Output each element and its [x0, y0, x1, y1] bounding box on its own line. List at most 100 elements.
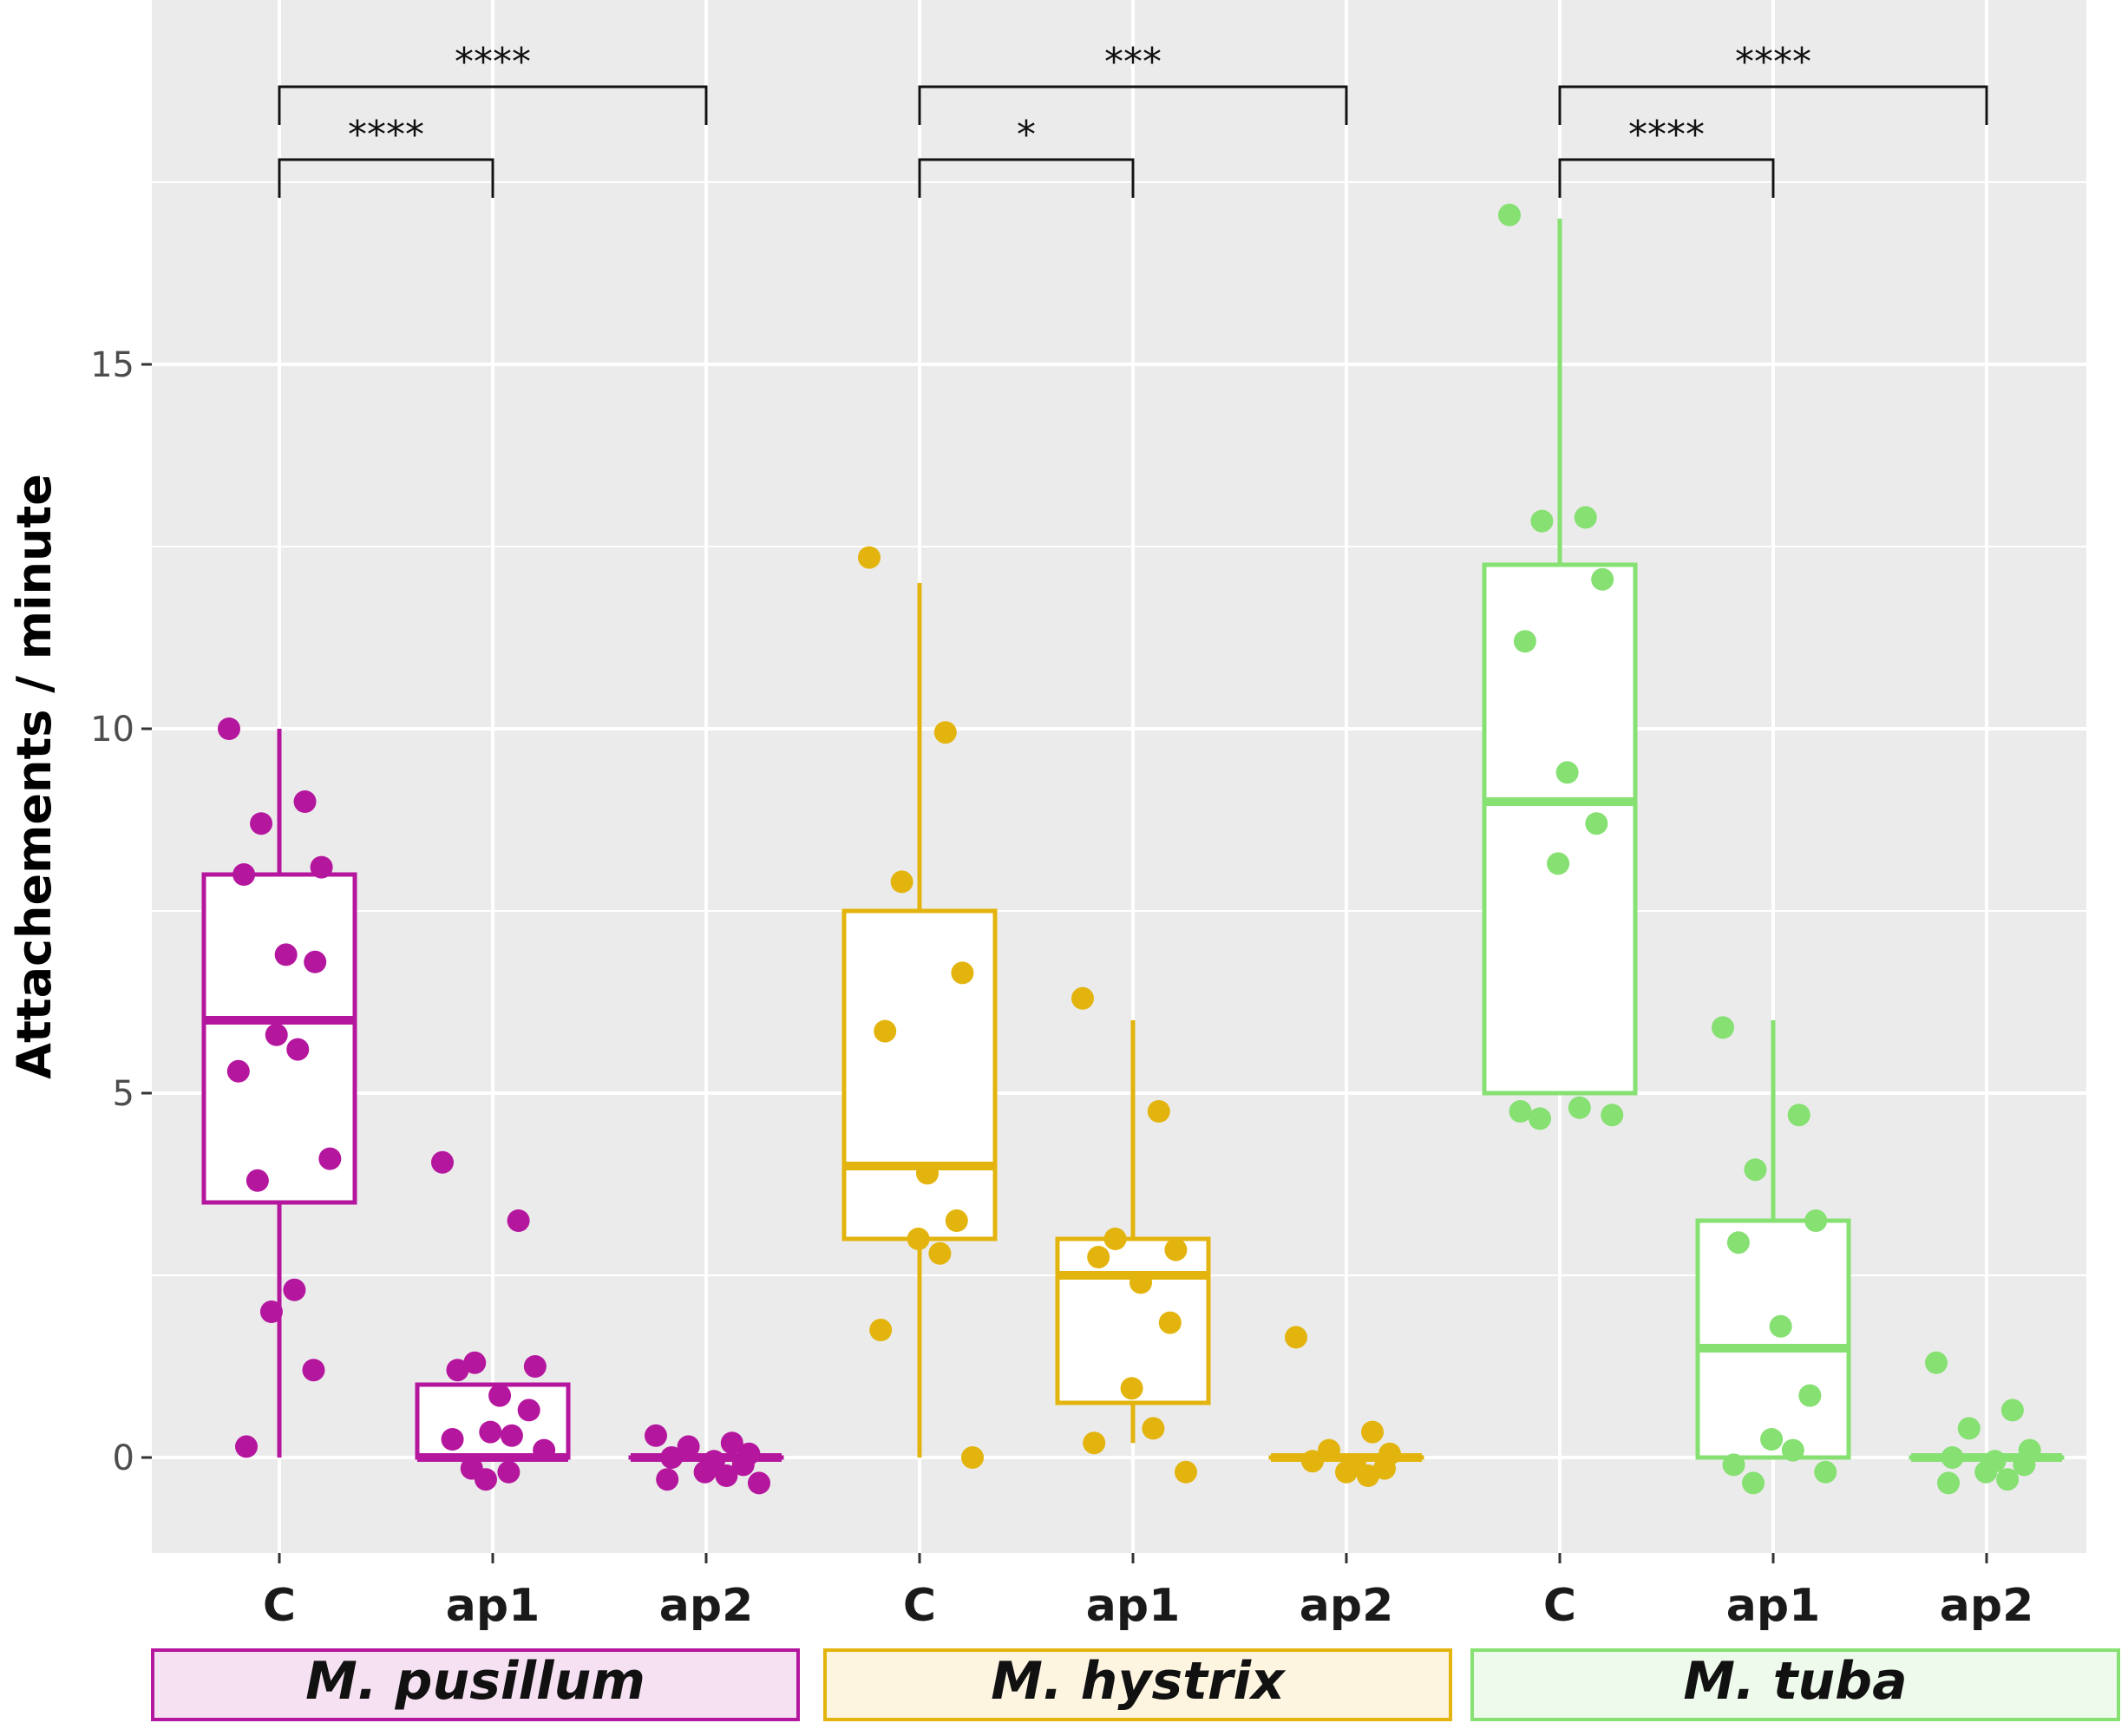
data-point: [1120, 1377, 1143, 1400]
data-point: [1996, 1468, 2020, 1491]
data-point: [246, 1169, 269, 1192]
data-point: [1555, 761, 1579, 784]
data-point: [1301, 1450, 1324, 1473]
data-point: [1142, 1417, 1165, 1440]
data-point: [890, 870, 913, 894]
x-category-label: C: [903, 1580, 936, 1632]
data-point: [304, 950, 327, 973]
data-point: [748, 1471, 770, 1495]
data-point: [2013, 1453, 2036, 1477]
data-point: [500, 1424, 523, 1447]
data-point: [497, 1460, 521, 1484]
data-point: [232, 863, 256, 886]
data-point: [488, 1384, 512, 1407]
x-category-label: ap2: [1300, 1580, 1394, 1632]
significance-brackets: ********************: [278, 40, 1988, 198]
data-point: [656, 1468, 679, 1491]
data-point: [1164, 1238, 1188, 1261]
data-point: [1722, 1453, 1745, 1477]
data-point: [1814, 1460, 1837, 1484]
data-point: [1547, 852, 1570, 875]
data-point: [286, 1038, 310, 1061]
data-point: [1742, 1471, 1765, 1495]
data-point: [475, 1468, 497, 1491]
data-point: [1804, 1209, 1828, 1232]
data-point: [1175, 1460, 1197, 1484]
data-point: [1498, 203, 1521, 226]
box: [1695, 1218, 1851, 1460]
x-category-label: C: [1543, 1580, 1576, 1632]
data-point: [916, 1162, 939, 1185]
data-point: [446, 1359, 469, 1382]
significance-bracket: [1558, 85, 1988, 125]
data-point: [1529, 1107, 1551, 1130]
data-point: [933, 721, 957, 744]
data-point: [1769, 1314, 1792, 1338]
data-point: [1974, 1460, 1998, 1484]
data-point: [259, 1300, 283, 1323]
data-point: [1071, 986, 1094, 1010]
x-category-label: ap2: [659, 1580, 754, 1632]
data-point: [1591, 567, 1614, 591]
data-point: [1530, 509, 1554, 533]
data-point: [1744, 1158, 1767, 1182]
data-point: [660, 1446, 684, 1469]
y-tick-label: 0: [113, 1438, 134, 1478]
data-point: [1941, 1446, 1964, 1469]
data-point: [1361, 1420, 1384, 1444]
significance-label: ****: [1628, 113, 1705, 157]
data-point: [2000, 1399, 2024, 1422]
significance-label: ****: [1735, 40, 1811, 84]
significance-label: ****: [455, 40, 531, 84]
data-point: [1318, 1438, 1340, 1462]
data-point: [1158, 1311, 1182, 1334]
facet-strip: [151, 1648, 800, 1721]
data-point: [1083, 1431, 1106, 1455]
data-point: [1335, 1460, 1358, 1484]
data-point: [441, 1428, 464, 1451]
box: [1055, 1236, 1211, 1405]
x-category-label: ap1: [1726, 1580, 1821, 1632]
facet-strip: [1470, 1648, 2120, 1721]
facet-strip-label: M. pusillum: [305, 1651, 645, 1712]
data-point: [928, 1241, 952, 1265]
facet-strip-label: M. hystrix: [991, 1651, 1287, 1712]
significance-bracket: [278, 85, 708, 125]
x-category-label: C: [263, 1580, 296, 1632]
data-point: [507, 1209, 530, 1232]
data-point: [226, 1059, 250, 1083]
y-tick-label: 15: [90, 345, 134, 385]
data-point: [731, 1453, 755, 1477]
data-point: [1937, 1471, 1960, 1495]
x-category-label: ap2: [1940, 1580, 2034, 1632]
data-point: [523, 1355, 547, 1378]
data-point: [1509, 1100, 1532, 1123]
data-point: [479, 1420, 502, 1444]
significance-bracket: [278, 158, 494, 198]
data-point: [310, 855, 333, 879]
y-tick-label: 5: [113, 1074, 134, 1114]
data-point: [1568, 1096, 1591, 1119]
significance-label: *: [1017, 113, 1036, 157]
data-point: [693, 1460, 717, 1484]
x-category-label: ap1: [1086, 1580, 1181, 1632]
significance-bracket: [918, 85, 1348, 125]
data-point: [858, 546, 881, 569]
data-point: [517, 1399, 540, 1422]
data-marks: [201, 203, 2065, 1495]
y-tick-label: 10: [90, 710, 134, 750]
data-point: [720, 1431, 743, 1455]
data-point: [1513, 630, 1536, 653]
facet-strip: [823, 1648, 1452, 1721]
data-point: [250, 812, 273, 835]
data-point: [1726, 1231, 1750, 1255]
data-point: [1585, 812, 1608, 835]
data-point: [302, 1359, 325, 1382]
facet-strip-label: M. tuba: [1683, 1651, 1907, 1712]
significance-label: ****: [348, 113, 424, 157]
data-point: [1087, 1246, 1110, 1268]
data-point: [218, 717, 240, 740]
data-point: [715, 1464, 738, 1487]
